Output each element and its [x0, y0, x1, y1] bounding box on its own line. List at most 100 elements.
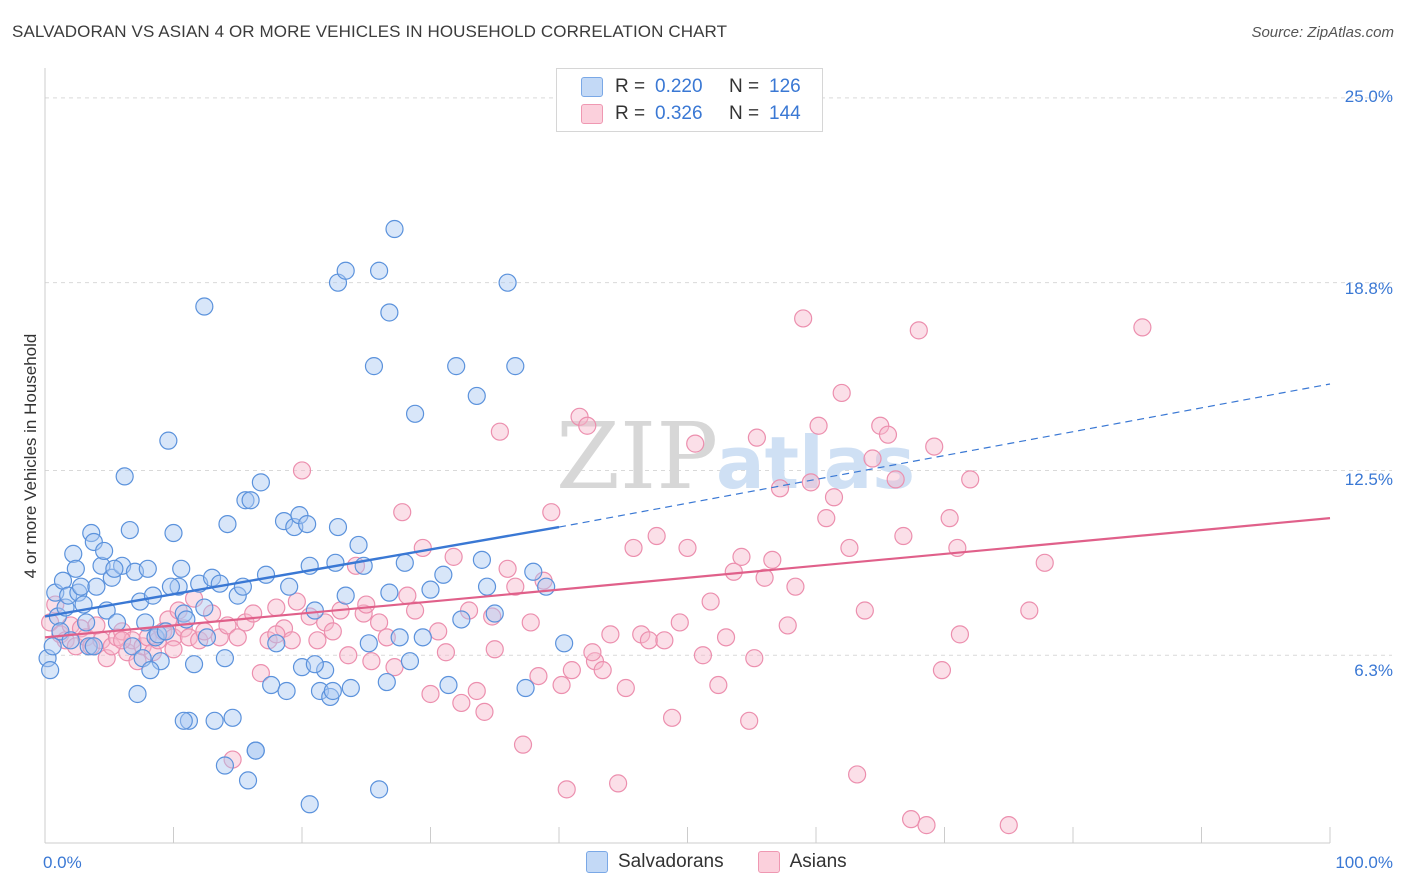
scatter-point	[609, 774, 628, 793]
legend-n-key: N =	[729, 76, 760, 97]
asians-points	[41, 309, 1152, 835]
scatter-point	[262, 675, 281, 695]
scatter-point	[747, 428, 766, 447]
scatter-point	[326, 553, 345, 572]
scatter-point	[601, 625, 620, 644]
legend-box: R = 0.220 N = 126 R = 0.326 N = 144	[556, 68, 823, 132]
scatter-point	[678, 538, 697, 558]
scatter-point	[66, 637, 85, 656]
scatter-point	[79, 637, 98, 656]
scatter-point	[112, 631, 132, 650]
scatter-point	[277, 681, 296, 701]
scatter-point	[159, 610, 178, 629]
scatter-point	[215, 756, 234, 775]
scatter-point	[197, 628, 217, 647]
scatter-point	[686, 434, 705, 453]
scatter-point	[961, 470, 980, 489]
scatter-point	[377, 628, 396, 647]
scatter-point	[238, 771, 258, 790]
scatter-point	[310, 681, 330, 701]
scatter-point	[529, 666, 548, 686]
scatter-point	[298, 514, 317, 534]
scatter-point	[616, 678, 635, 698]
scatter-point	[71, 577, 91, 596]
scatter-point	[267, 598, 286, 617]
scatter-point	[223, 708, 242, 727]
scatter-point	[1020, 601, 1039, 620]
legend-r-key: R =	[615, 76, 646, 97]
scatter-point	[336, 261, 355, 280]
scatter-point	[123, 631, 142, 650]
scatter-point	[1133, 318, 1152, 337]
scatter-point	[506, 357, 525, 376]
scatter-point	[655, 631, 674, 650]
scatter-point	[485, 604, 504, 623]
scatter-point	[516, 678, 535, 698]
scatter-point	[77, 613, 96, 632]
legend-n-value: 144	[769, 103, 801, 124]
salvadorans-trend-extension	[558, 383, 1331, 528]
legend-swatch-blue	[586, 851, 608, 873]
legend-row-salvadorans: R = 0.220 N = 126	[581, 75, 801, 99]
scatter-point	[385, 658, 404, 677]
scatter-point	[390, 628, 409, 647]
scatter-point	[123, 637, 142, 656]
source-label: Source: ZipAtlas.com	[1251, 24, 1394, 41]
scatter-point	[848, 765, 867, 784]
scatter-point	[138, 559, 157, 578]
watermark: ZIP atlas	[556, 403, 915, 510]
scatter-point	[205, 711, 224, 730]
scatter-point	[236, 491, 255, 510]
scatter-point	[336, 586, 355, 605]
scatter-point	[357, 595, 376, 614]
scatter-point	[287, 592, 306, 611]
scatter-point	[41, 661, 60, 680]
scatter-point	[863, 449, 882, 468]
scatter-point	[732, 547, 751, 566]
scatter-point	[95, 541, 114, 561]
scatter-point	[513, 735, 533, 754]
scatter-point	[693, 646, 713, 665]
scatter-point	[421, 580, 440, 599]
legend-r-value: 0.326	[655, 103, 703, 124]
scatter-point	[444, 547, 463, 566]
scatter-point	[251, 664, 270, 683]
legend-item-asians: Asians	[757, 851, 847, 873]
scatter-point	[763, 550, 782, 569]
scatter-point	[316, 661, 335, 680]
scatter-point	[477, 577, 497, 596]
scatter-point	[400, 652, 420, 671]
scatter-point	[932, 661, 952, 680]
scatter-point	[724, 562, 743, 581]
scatter-point	[709, 675, 728, 695]
scatter-point	[323, 681, 342, 701]
scatter-point	[817, 509, 836, 528]
scatter-point	[439, 675, 458, 695]
scatter-point	[832, 383, 851, 403]
scatter-point	[87, 577, 106, 596]
scatter-point	[434, 565, 453, 584]
scatter-point	[429, 622, 448, 641]
legend-n-value: 126	[769, 76, 801, 97]
scatter-point	[359, 634, 378, 653]
legend-item-salvadorans: Salvadorans	[586, 851, 724, 873]
scatter-point	[801, 473, 820, 492]
legend-n-key: N =	[729, 103, 760, 124]
scatter-point	[349, 535, 368, 555]
scatter-point	[485, 640, 504, 659]
y-axis-title: 4 or more Vehicles in Household	[21, 333, 40, 579]
scatter-point	[498, 273, 517, 292]
scatter-point	[195, 598, 214, 617]
scatter-point	[393, 503, 412, 522]
y-tick-label: 25.0%	[1344, 87, 1393, 106]
scatter-point	[370, 780, 389, 799]
legend-r-value: 0.220	[655, 76, 703, 97]
scatter-point	[894, 526, 913, 546]
scatter-point	[64, 544, 83, 563]
scatter-point	[647, 526, 666, 546]
scatter-point	[179, 628, 199, 647]
scatter-point	[380, 303, 399, 322]
y-tick-label: 6.3%	[1354, 661, 1393, 680]
scatter-point	[745, 649, 764, 668]
